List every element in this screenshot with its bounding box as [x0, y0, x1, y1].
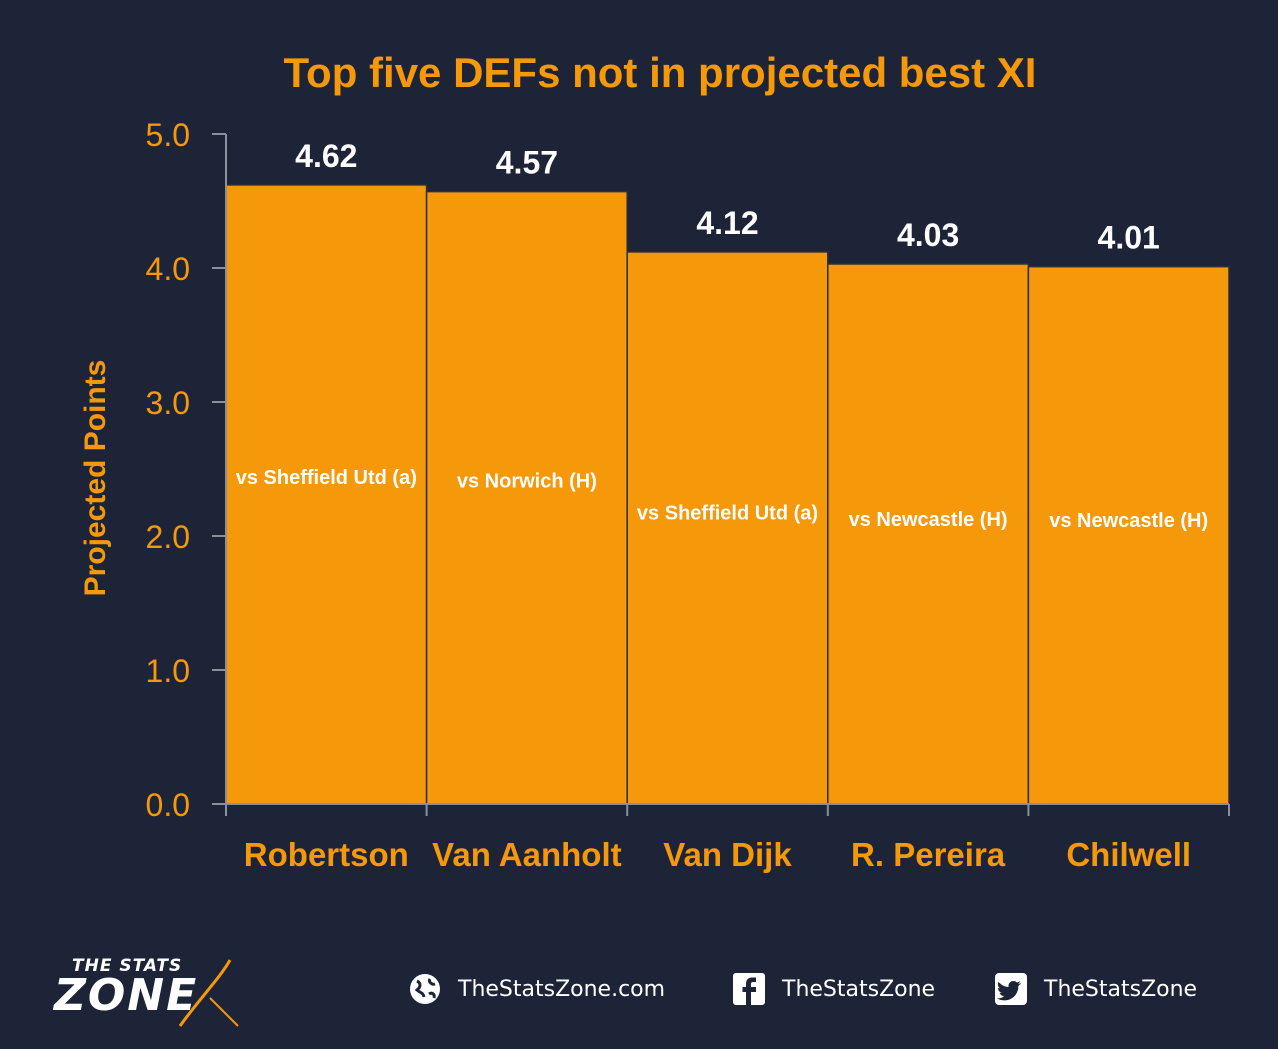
y-tick-label: 4.0: [146, 251, 190, 287]
x-tick-label: Van Aanholt: [432, 836, 621, 873]
bar: [626, 251, 829, 805]
logo-text-top: THE STATS: [72, 956, 183, 976]
bar-annotation: vs Newcastle (H): [849, 509, 1008, 531]
bar-annotation: vs Sheffield Utd (a): [236, 467, 417, 489]
plot-area: 0.0 1.0 2.0 3.0 4.0 5.0 Robertson 4.62 vs Sheffi…: [146, 117, 1230, 873]
y-tick-label: 5.0: [146, 117, 190, 153]
bar: [225, 184, 428, 805]
data-label: 4.03: [897, 217, 959, 253]
bar-annotation: vs Newcastle (H): [1049, 510, 1208, 532]
facebook-link[interactable]: TheStatsZone: [732, 972, 935, 1006]
logo-swoosh-icon: [178, 959, 239, 1027]
website-label: TheStatsZone.com: [458, 976, 666, 1002]
bar-annotation: vs Norwich (H): [457, 470, 597, 492]
y-tick-label: 0.0: [146, 787, 190, 823]
data-label: 4.62: [295, 138, 357, 174]
facebook-icon: [732, 972, 766, 1006]
website-link[interactable]: TheStatsZone.com: [408, 972, 665, 1006]
x-tick-label: Robertson: [244, 836, 409, 873]
bar: [425, 190, 628, 805]
data-label: 4.57: [496, 145, 558, 181]
chart-title: Top five DEFs not in projected best XI: [284, 49, 1037, 96]
logo-text-bottom: ZONE: [54, 970, 199, 1021]
bar: [827, 263, 1030, 805]
data-label: 4.12: [696, 205, 758, 241]
globe-icon: [408, 972, 442, 1006]
x-tick-label: Van Dijk: [663, 836, 792, 873]
data-label: 4.01: [1098, 220, 1160, 256]
footer: THE STATS ZONE TheStatsZone.com TheStats…: [0, 940, 1278, 1040]
y-tick-label: 3.0: [146, 385, 190, 421]
y-axis-label: Projected Points: [79, 360, 112, 597]
y-tick-label: 1.0: [146, 653, 190, 689]
y-tick-label: 2.0: [146, 519, 190, 555]
twitter-icon: [994, 972, 1028, 1006]
twitter-link[interactable]: TheStatsZone: [994, 972, 1197, 1006]
bar: [1027, 265, 1230, 805]
twitter-label: TheStatsZone: [1044, 976, 1198, 1002]
facebook-label: TheStatsZone: [782, 976, 936, 1002]
x-tick-label: Chilwell: [1066, 836, 1191, 873]
x-tick-label: R. Pereira: [851, 836, 1006, 873]
stats-zone-logo: THE STATS ZONE: [50, 950, 280, 1030]
bar-annotation: vs Sheffield Utd (a): [637, 502, 818, 524]
